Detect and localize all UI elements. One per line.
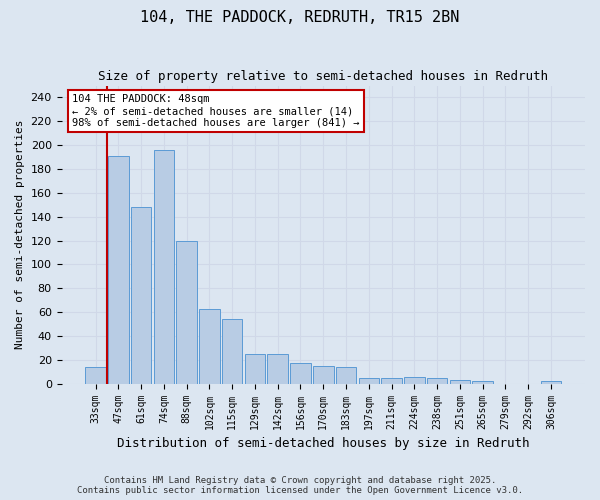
Bar (199, 308, 220, 384)
Bar (222, 320, 242, 384)
Text: 104, THE PADDOCK, REDRUTH, TR15 2BN: 104, THE PADDOCK, REDRUTH, TR15 2BN (140, 10, 460, 25)
Bar (313, 366, 334, 384)
Bar (85, 367, 106, 384)
Bar (290, 364, 311, 384)
Bar (268, 354, 288, 384)
Bar (176, 240, 197, 384)
Title: Size of property relative to semi-detached houses in Redruth: Size of property relative to semi-detach… (98, 70, 548, 83)
Text: 104 THE PADDOCK: 48sqm
← 2% of semi-detached houses are smaller (14)
98% of semi: 104 THE PADDOCK: 48sqm ← 2% of semi-deta… (72, 94, 359, 128)
Y-axis label: Number of semi-detached properties: Number of semi-detached properties (15, 120, 25, 350)
Bar (359, 378, 379, 384)
Bar (336, 367, 356, 384)
Bar (472, 382, 493, 384)
Bar (108, 156, 128, 384)
Bar (427, 378, 448, 384)
Bar (449, 380, 470, 384)
Bar (541, 382, 561, 384)
Text: Contains HM Land Registry data © Crown copyright and database right 2025.
Contai: Contains HM Land Registry data © Crown c… (77, 476, 523, 495)
Bar (245, 354, 265, 384)
X-axis label: Distribution of semi-detached houses by size in Redruth: Distribution of semi-detached houses by … (117, 437, 530, 450)
Bar (404, 376, 425, 384)
Bar (382, 378, 402, 384)
Bar (154, 150, 174, 384)
Bar (131, 207, 151, 384)
